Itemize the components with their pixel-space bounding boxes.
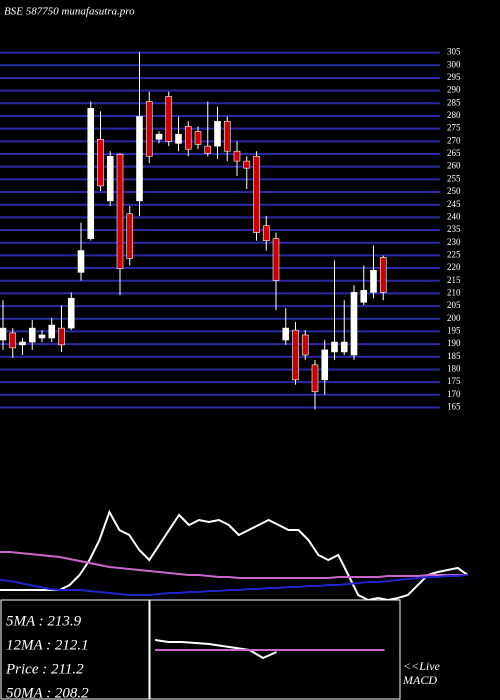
candle-body [184, 126, 192, 150]
candle-body [67, 297, 75, 329]
y-tick-label: 290 [447, 85, 461, 95]
y-tick-label: 175 [447, 376, 461, 386]
candle-body [87, 108, 95, 239]
y-tick-label: 305 [447, 47, 461, 57]
candle-body [106, 155, 114, 202]
candle-body [340, 341, 348, 353]
indicator-line [0, 551, 468, 579]
indicator-line [0, 574, 468, 596]
candle-body [292, 329, 299, 381]
legend-box [0, 599, 150, 700]
y-tick-label: 165 [447, 402, 461, 412]
candle-body [155, 133, 163, 140]
legend-entry: 50MA : 208.2 [6, 685, 89, 700]
candle-body [262, 225, 270, 241]
y-tick-label: 280 [447, 110, 461, 120]
y-tick-label: 190 [447, 338, 461, 348]
chart-title: BSE 587750 munafasutra.pro [4, 6, 135, 18]
candle-body [360, 290, 368, 303]
indicator-line [154, 639, 277, 660]
candle-body [233, 150, 241, 162]
y-tick-label: 230 [447, 237, 461, 247]
candle-body [97, 138, 104, 187]
candle-body [48, 324, 56, 339]
candle-body [77, 250, 85, 273]
y-tick-label: 220 [447, 262, 461, 272]
candle-body [145, 101, 153, 157]
candle-body [28, 327, 36, 343]
candle-body [282, 327, 290, 341]
y-tick-label: 255 [447, 173, 461, 183]
y-tick-label: 300 [447, 59, 461, 69]
legend-entry: 12MA : 212.1 [6, 637, 89, 653]
y-tick-label: 250 [447, 186, 461, 196]
macd-label: <<Live [403, 659, 441, 673]
candle-body [136, 116, 143, 202]
y-tick-label: 240 [447, 211, 461, 221]
y-tick-label: 285 [447, 97, 461, 107]
y-tick-label: 215 [447, 275, 461, 285]
candle-body [379, 257, 387, 293]
candle-body [311, 364, 319, 393]
candle-body [116, 153, 124, 269]
y-tick-label: 295 [447, 72, 461, 82]
y-tick-label: 180 [447, 364, 461, 374]
y-tick-label: 225 [447, 249, 461, 259]
candle-body [243, 160, 251, 169]
y-tick-label: 245 [447, 199, 461, 209]
candle-body [0, 327, 7, 341]
candle-body [331, 341, 338, 353]
candle-body [370, 270, 377, 293]
legend-entry: 5MA : 213.9 [6, 613, 82, 629]
candle-body [175, 133, 182, 144]
candle-body [321, 349, 329, 381]
y-tick-label: 270 [447, 135, 461, 145]
legend-entry: Price : 211.2 [5, 661, 84, 677]
y-tick-label: 265 [447, 148, 461, 158]
candle-body [301, 334, 309, 356]
y-tick-label: 260 [447, 161, 461, 171]
y-tick-label: 210 [447, 287, 461, 297]
candle-body [223, 120, 231, 152]
candle-body [126, 213, 134, 259]
y-tick-label: 195 [447, 325, 461, 335]
y-tick-label: 275 [447, 123, 461, 133]
y-tick-label: 185 [447, 351, 461, 361]
candle-body [350, 292, 358, 356]
y-tick-label: 200 [447, 313, 461, 323]
candle-body [204, 145, 212, 154]
candle-body [272, 238, 280, 281]
y-tick-label: 235 [447, 224, 461, 234]
candle-body [253, 155, 260, 233]
y-tick-label: 205 [447, 300, 461, 310]
candle-body [38, 334, 46, 339]
candle-body [9, 332, 17, 349]
candle-body [214, 120, 221, 147]
candle-body [165, 96, 173, 142]
candle-body [19, 341, 26, 346]
candle-body [194, 131, 202, 145]
macd-label: MACD [402, 673, 437, 687]
candle-body [58, 327, 65, 346]
y-tick-label: 170 [447, 389, 461, 399]
